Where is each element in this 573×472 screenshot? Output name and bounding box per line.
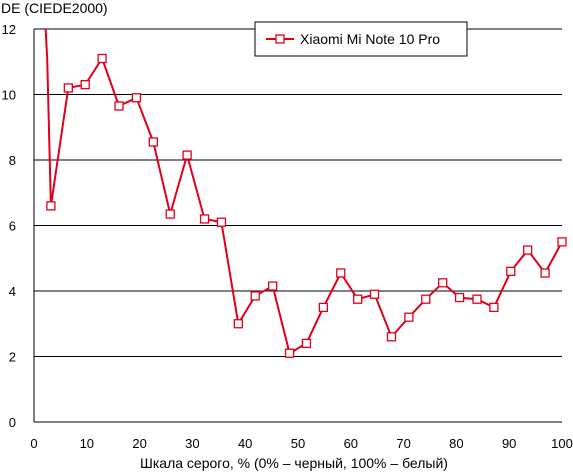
- y-tick-labels: 0 2 4 6 8 10 12: [2, 22, 16, 430]
- data-point: [506, 266, 516, 277]
- data-point: [216, 217, 227, 227]
- data-point: [523, 245, 533, 255]
- data-point: [97, 53, 107, 64]
- x-tick-label: 30: [185, 436, 199, 451]
- x-tick-label: 80: [449, 436, 463, 451]
- x-tick-label: 90: [502, 436, 516, 451]
- x-tick-label: 20: [132, 436, 146, 451]
- x-tick-labels: 0 10 20 30 40 50 60 70 80 90 100: [30, 436, 572, 451]
- data-point: [268, 281, 278, 291]
- data-point: [540, 268, 550, 278]
- data-point: [386, 332, 397, 342]
- data-point: [182, 150, 192, 160]
- x-tick-label: 60: [344, 436, 358, 451]
- data-point: [301, 338, 312, 349]
- data-point: [233, 319, 243, 329]
- legend-label: Xiaomi Mi Note 10 Pro: [300, 31, 440, 47]
- y-tick-label: 2: [9, 350, 16, 365]
- data-point: [250, 291, 260, 301]
- data-point: [80, 80, 90, 90]
- series-line: [44, 28, 563, 355]
- data-point: [199, 214, 210, 224]
- x-tick-label: 40: [238, 436, 252, 451]
- x-axis-title: Шкала серого, % (0% – черный, 100% – бел…: [140, 455, 448, 471]
- y-tick-label: 8: [9, 153, 16, 168]
- data-point: [557, 237, 567, 247]
- data-point: [353, 294, 363, 304]
- series-layer: [44, 28, 567, 358]
- y-tick-label: 4: [9, 284, 16, 299]
- data-point: [369, 289, 380, 299]
- data-point: [284, 348, 295, 358]
- legend-swatch-marker: [275, 34, 285, 44]
- data-point: [404, 312, 414, 322]
- data-point: [489, 302, 499, 313]
- data-point: [318, 302, 328, 313]
- gridlines: [34, 28, 562, 357]
- x-tick-label: 100: [551, 436, 573, 451]
- x-tick-label: 0: [30, 436, 37, 451]
- x-tick-label: 70: [396, 436, 410, 451]
- data-point: [114, 101, 124, 111]
- legend: Xiaomi Mi Note 10 Pro: [254, 21, 468, 57]
- x-tick-label: 50: [291, 436, 305, 451]
- y-tick-label: 6: [9, 219, 16, 234]
- data-point: [454, 292, 465, 303]
- y-tick-label: 10: [2, 88, 16, 103]
- data-point: [46, 201, 56, 211]
- data-point: [421, 294, 431, 304]
- y-tick-label: 0: [9, 415, 16, 430]
- data-point: [148, 137, 158, 147]
- data-point: [336, 268, 346, 278]
- data-point: [165, 209, 175, 219]
- data-point: [131, 93, 142, 103]
- data-point: [438, 278, 448, 288]
- x-tick-label: 10: [80, 436, 94, 451]
- data-point: [63, 83, 73, 93]
- y-tick-label: 12: [2, 22, 16, 37]
- data-point: [472, 294, 482, 304]
- y-axis-title: DE (CIEDE2000): [1, 0, 108, 16]
